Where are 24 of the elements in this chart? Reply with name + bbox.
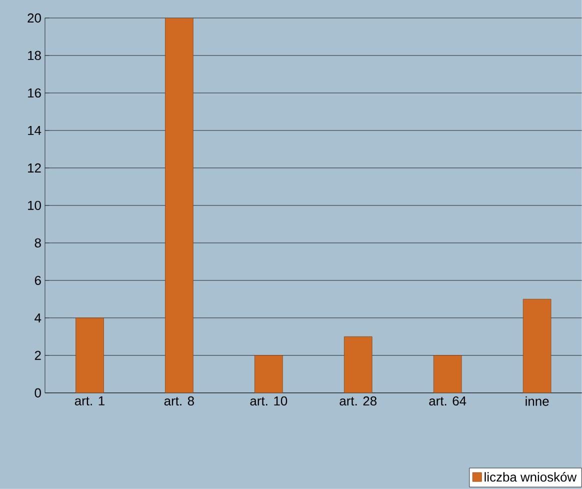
x-tick-label: art. 1 bbox=[74, 396, 104, 406]
y-tick-label: 12 bbox=[28, 163, 41, 173]
bar bbox=[344, 336, 372, 393]
y-tick-label: 6 bbox=[34, 276, 41, 286]
bar bbox=[522, 299, 552, 393]
x-tick-label: inne bbox=[526, 396, 549, 406]
y-tick-label: 2 bbox=[34, 350, 41, 360]
bar bbox=[254, 355, 283, 393]
x-tick-label: art. 10 bbox=[250, 396, 288, 406]
x-tick-label: art. 64 bbox=[429, 396, 466, 406]
y-tick-label: 14 bbox=[28, 126, 42, 135]
y-tick-label: 16 bbox=[28, 88, 41, 98]
bar bbox=[76, 318, 104, 393]
y-tick-label: 4 bbox=[34, 314, 42, 322]
y-tick-label: 20 bbox=[28, 13, 41, 23]
y-tick-label: 18 bbox=[28, 50, 41, 60]
x-tick-label: art. 28 bbox=[340, 396, 377, 406]
bar bbox=[165, 18, 194, 393]
y-tick-label: 0 bbox=[34, 388, 41, 398]
y-tick-label: 10 bbox=[28, 200, 41, 210]
bar bbox=[433, 355, 462, 393]
x-tick-label: art. 8 bbox=[164, 396, 194, 406]
legend-label: liczba wniosków bbox=[484, 472, 577, 482]
y-tick-label: 8 bbox=[34, 238, 41, 248]
